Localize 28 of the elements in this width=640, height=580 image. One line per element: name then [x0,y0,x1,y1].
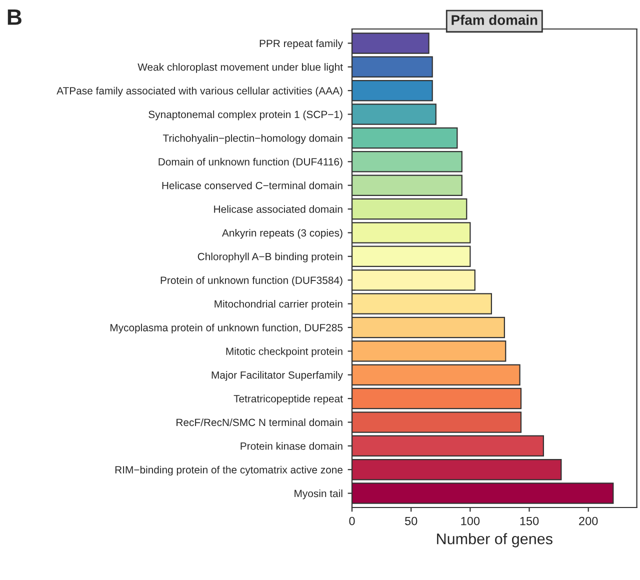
x-axis-title: Number of genes [437,533,552,548]
chart-title: Pfam domain [452,14,538,25]
x-tick-label: 100 [461,516,480,526]
y-tick-label: Tetratricopeptide repeat [234,394,343,404]
y-tick-label: Protein kinase domain [240,442,342,450]
y-tick-label: Protein of unknown function (DUF3584) [160,276,342,286]
y-tick-label: Domain of unknown function (DUF4116) [158,158,342,168]
y-tick-label: Helicase conserved C−terminal domain [162,182,342,190]
y-tick-label: RIM−binding protein of the cytomatrix active zone [115,466,343,476]
y-tick-label: Helicase associated domain [214,205,342,213]
x-tick-label: 150 [520,516,539,526]
y-tick-label: Major Facilitator Superfamily [212,371,343,381]
x-tick-label: 50 [404,516,418,526]
x-tick-label: 0 [349,516,355,526]
y-tick-label: Chlorophyll A−B binding protein [198,252,342,262]
y-tick-label: PPR repeat family [260,39,343,50]
y-tick-label: Weak chloroplast movement under blue light [138,63,343,73]
y-tick-label: Mitochondrial carrier protein [214,300,342,310]
y-tick-label: Trichohyalin−plectin−homology domain [162,134,342,144]
y-tick-label: ATPase family associated with various cellular activities (AAA) [56,86,342,97]
y-tick-label: RecF/RecN/SMC N terminal domain [176,418,342,426]
y-tick-label: Mitotic checkpoint protein [226,347,342,358]
y-tick-label: Myosin tail [294,490,342,500]
y-tick-label: Mycoplasma protein of unknown function, DUF285 [110,324,343,334]
y-tick-label: Ankyrin repeats (3 copies) [222,228,342,239]
x-tick-label: 200 [579,516,598,526]
text: B [8,10,22,25]
y-tick-label: Synaptonemal complex protein 1 (SCP−1) [148,110,342,120]
